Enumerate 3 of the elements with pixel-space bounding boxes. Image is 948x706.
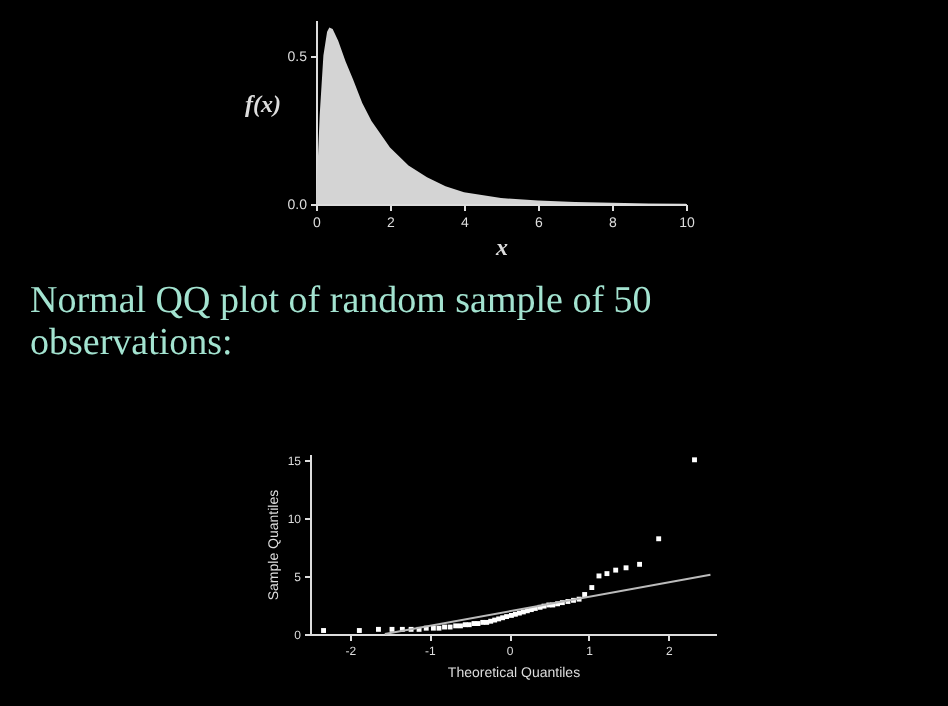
x-axis-title: x — [494, 233, 508, 261]
y-axis-title: f(x) — [245, 89, 281, 118]
chart-title: Normal QQ plot of random sample of 50 observations: — [30, 280, 654, 364]
